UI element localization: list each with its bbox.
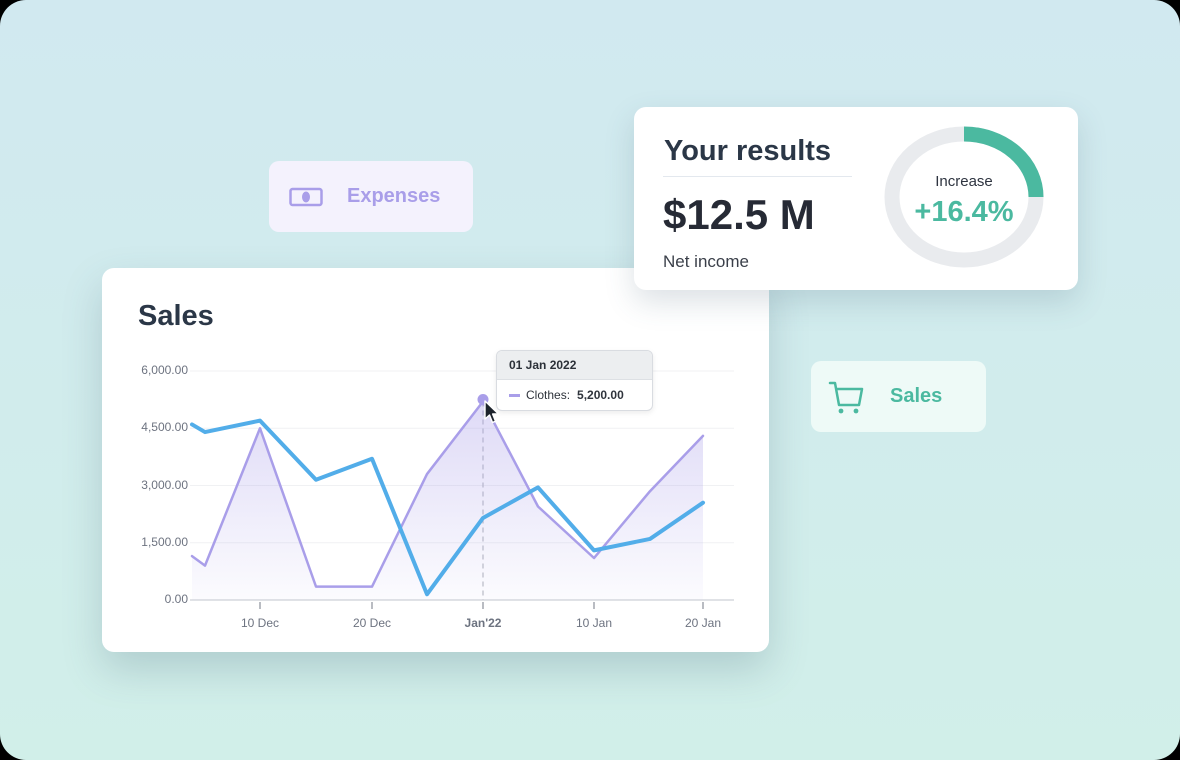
y-axis-tick-label: 0.00: [164, 592, 188, 606]
y-axis-tick-label: 4,500.00: [141, 420, 188, 435]
series-swatch: [509, 393, 520, 397]
donut-progress-arc: [963, 126, 1044, 198]
x-axis-tick-label: 20 Dec: [352, 616, 392, 630]
donut-value: +16.4%: [914, 196, 1014, 228]
y-axis-tick-label: 1,500.00: [141, 534, 188, 549]
increase-donut: Increase +16.4%: [883, 126, 1045, 268]
y-axis-tick-label: 3,000.00: [141, 477, 188, 492]
tooltip-value: 5,200.00: [577, 388, 624, 402]
y-axis-tick-label: 6,000.00: [141, 363, 188, 377]
shopping-cart-icon: [828, 381, 864, 413]
series-line-series-2[interactable]: [190, 418, 705, 597]
line-chart[interactable]: [102, 268, 769, 652]
x-axis-tick-label: 20 Jan: [684, 616, 722, 630]
chart-title: Sales: [138, 300, 214, 332]
sales-chart-card: Sales 0.00 1,500.00 3,000.00 4,500.00 6,000.…: [102, 268, 769, 652]
series-line-clothes[interactable]: [190, 400, 705, 588]
mouse-cursor-icon: [484, 400, 500, 424]
sales-pill-label: Sales: [890, 385, 943, 407]
results-title: Your results: [664, 135, 832, 167]
sales-pill[interactable]: Sales: [811, 361, 986, 432]
divider: [663, 176, 852, 177]
expenses-pill[interactable]: Expenses: [269, 161, 473, 232]
x-axis-tick-label: 10 Dec: [240, 616, 280, 630]
donut-label: Increase: [935, 173, 993, 190]
net-income-label: Net income: [663, 252, 749, 271]
chart-tooltip: 01 Jan 2022 Clothes: 5,200.00: [496, 350, 653, 411]
results-card: Your results $12.5 M Net income Increase…: [634, 107, 1078, 290]
net-income-value: $12.5 M: [663, 191, 815, 238]
banknote-icon: [289, 187, 323, 206]
x-axis-tick-label: Jan'22: [464, 616, 502, 630]
tooltip-series-name: Clothes:: [526, 388, 571, 402]
tooltip-date: 01 Jan 2022: [497, 351, 652, 380]
donut-ring: [884, 126, 1044, 268]
tooltip-row: Clothes: 5,200.00: [497, 380, 652, 410]
x-axis-tick-label: 10 Jan: [575, 616, 613, 630]
expenses-label: Expenses: [347, 185, 441, 207]
